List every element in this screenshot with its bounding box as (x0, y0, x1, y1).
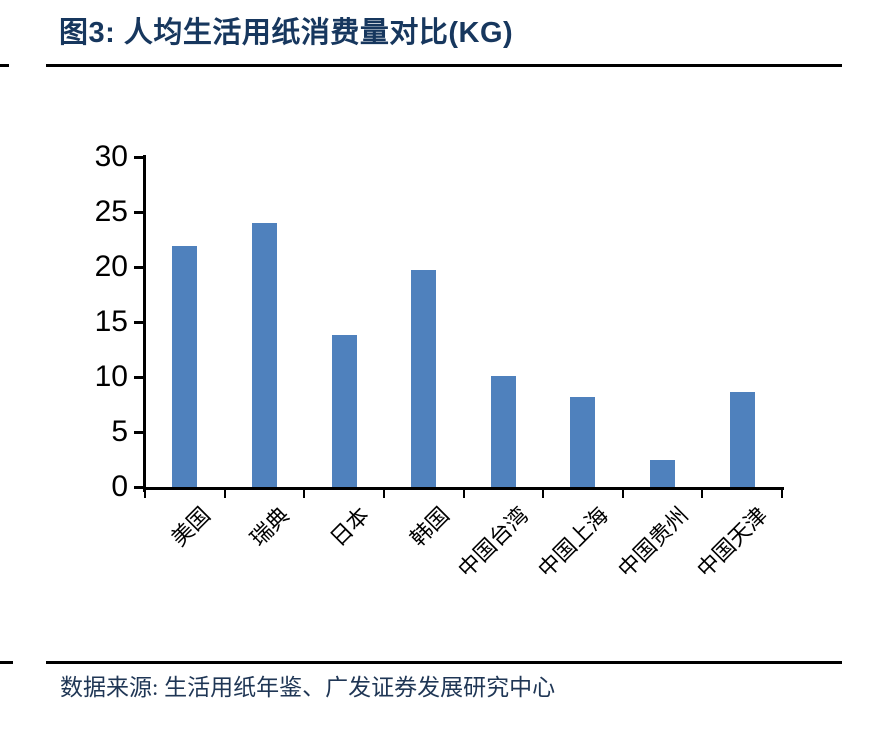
y-tick-label: 10 (94, 360, 128, 393)
chart-bar (650, 459, 676, 487)
y-tick (134, 266, 145, 269)
x-axis-line (143, 487, 784, 490)
x-axis-label: 韩国 (404, 502, 454, 552)
chart-bar (251, 223, 277, 487)
x-axis-label: 瑞典 (245, 502, 295, 552)
figure-title: 图3: 人均生活用纸消费量对比(KG) (59, 17, 514, 49)
x-axis-label: 中国贵州 (612, 502, 693, 583)
y-tick-label: 0 (111, 470, 128, 503)
y-tick-label: 25 (94, 195, 128, 228)
y-tick (134, 321, 145, 324)
page-edge-mark-bottom (0, 661, 13, 664)
x-tick (621, 489, 624, 498)
y-tick-label: 5 (111, 415, 128, 448)
title-underline-rule (46, 64, 842, 67)
y-tick-label: 15 (94, 305, 128, 338)
x-tick (462, 489, 465, 498)
chart-bar (172, 246, 198, 487)
x-axis-label: 日本 (325, 502, 375, 552)
chart-bar (729, 392, 755, 487)
chart-bar (570, 396, 596, 487)
y-tick-label: 20 (94, 250, 128, 283)
x-axis-label: 中国上海 (532, 502, 613, 583)
chart-bar (490, 375, 516, 487)
y-tick (134, 486, 145, 489)
y-tick (134, 156, 145, 159)
chart-bar (411, 270, 437, 487)
page-edge-mark-top (0, 64, 9, 67)
chart-bar (331, 335, 357, 487)
x-axis-label: 中国台湾 (453, 502, 534, 583)
y-tick (134, 211, 145, 214)
x-tick (781, 489, 783, 498)
x-tick (303, 489, 306, 498)
x-tick (542, 489, 545, 498)
footer-rule (46, 661, 842, 664)
x-tick (144, 489, 146, 498)
x-tick (701, 489, 704, 498)
y-tick (134, 431, 145, 434)
y-tick-label: 30 (94, 140, 128, 173)
y-tick (134, 376, 145, 379)
data-source-text: 数据来源: 生活用纸年鉴、广发证券发展研究中心 (60, 675, 556, 700)
x-tick (382, 489, 385, 498)
x-tick (223, 489, 226, 498)
x-axis-label: 美国 (165, 502, 215, 552)
x-axis-label: 中国天津 (692, 502, 773, 583)
